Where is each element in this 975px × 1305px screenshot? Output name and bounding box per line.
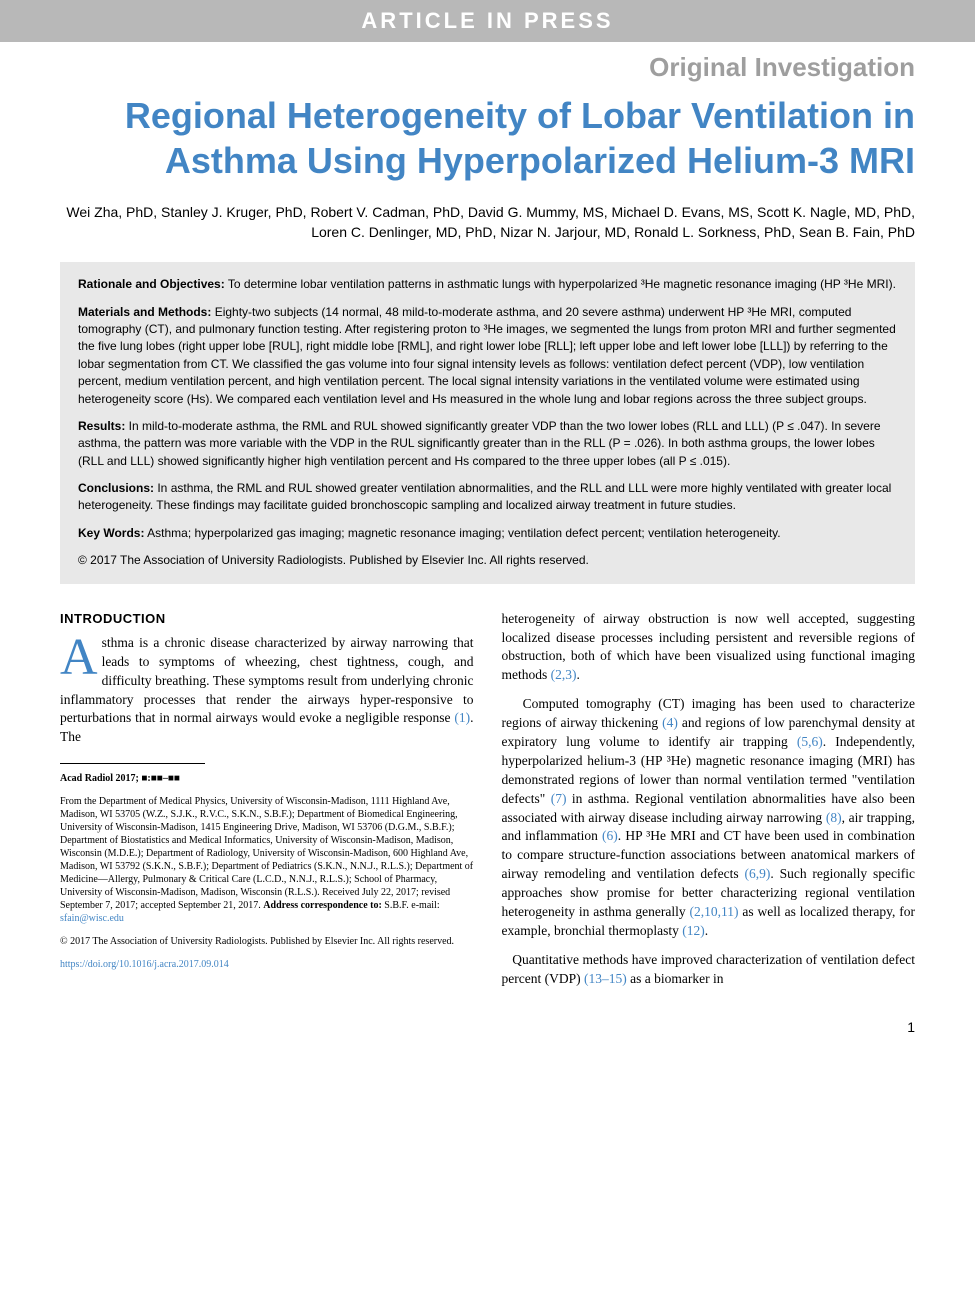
citation-link[interactable]: (7) (551, 791, 567, 806)
dropcap: A (60, 634, 102, 680)
abstract-text: Eighty-two subjects (14 normal, 48 mild-… (78, 305, 896, 406)
citation-link[interactable]: (6,9) (744, 866, 770, 881)
abstract-label: Results: (78, 419, 125, 433)
abstract-results: Results: In mild-to-moderate asthma, the… (78, 418, 897, 470)
section-label: Original Investigation (0, 46, 975, 93)
intro-paragraph-2: heterogeneity of airway obstruction is n… (502, 610, 916, 686)
abstract-text: In mild-to-moderate asthma, the RML and … (78, 419, 881, 468)
abstract-methods: Materials and Methods: Eighty-two subjec… (78, 304, 897, 408)
citation-link[interactable]: (4) (662, 715, 678, 730)
abstract-label: Rationale and Objectives: (78, 277, 225, 291)
abstract-text: Asthma; hyperpolarized gas imaging; magn… (144, 526, 780, 540)
abstract-label: Materials and Methods: (78, 305, 211, 319)
citation-link[interactable]: (1) (454, 710, 470, 725)
citation-link[interactable]: (12) (682, 923, 705, 938)
abstract-text: To determine lobar ventilation patterns … (225, 277, 896, 291)
citation-link[interactable]: (6) (602, 828, 618, 843)
correspondence-label: Address correspondence to: (263, 900, 382, 911)
citation-link[interactable]: (13–15) (584, 971, 627, 986)
intro-text: as a biomarker in (627, 971, 724, 986)
footnote-text: From the Department of Medical Physics, … (60, 796, 473, 911)
email-link[interactable]: sfain@wisc.edu (60, 913, 124, 924)
citation-link[interactable]: (2,10,11) (689, 904, 738, 919)
abstract-label: Conclusions: (78, 481, 154, 495)
author-list: Wei Zha, PhD, Stanley J. Kruger, PhD, Ro… (0, 203, 975, 262)
footnote-rule (60, 763, 205, 764)
footnote-block: Acad Radiol 2017; ■:■■–■■ From the Depar… (60, 772, 474, 971)
page-number: 1 (0, 999, 975, 1045)
abstract-text: In asthma, the RML and RUL showed greate… (78, 481, 891, 512)
intro-paragraph-1: Asthma is a chronic disease characterize… (60, 634, 474, 747)
article-title: Regional Heterogeneity of Lobar Ventilat… (0, 93, 975, 203)
abstract-keywords: Key Words: Asthma; hyperpolarized gas im… (78, 525, 897, 542)
intro-text: . (577, 667, 580, 682)
intro-text: sthma is a chronic disease characterized… (60, 635, 474, 726)
intro-text: . (705, 923, 708, 938)
right-column: heterogeneity of airway obstruction is n… (502, 610, 916, 999)
intro-paragraph-4: Quantitative methods have improved chara… (502, 951, 916, 989)
citation-link[interactable]: (5,6) (797, 734, 823, 749)
introduction-heading: INTRODUCTION (60, 610, 474, 628)
abstract-box: Rationale and Objectives: To determine l… (60, 262, 915, 583)
body-columns: INTRODUCTION Asthma is a chronic disease… (0, 610, 975, 999)
footnote-reference: Acad Radiol 2017; ■:■■–■■ (60, 772, 474, 785)
abstract-rationale: Rationale and Objectives: To determine l… (78, 276, 897, 293)
left-column: INTRODUCTION Asthma is a chronic disease… (60, 610, 474, 999)
abstract-copyright: © 2017 The Association of University Rad… (78, 552, 897, 569)
doi-link[interactable]: https://doi.org/10.1016/j.acra.2017.09.0… (60, 959, 229, 970)
abstract-conclusions: Conclusions: In asthma, the RML and RUL … (78, 480, 897, 515)
footnote-text: S.B.F. e-mail: (382, 900, 440, 911)
article-in-press-banner: ARTICLE IN PRESS (0, 0, 975, 42)
citation-link[interactable]: (2,3) (551, 667, 577, 682)
citation-link[interactable]: (8) (826, 810, 842, 825)
footnote-affiliations: From the Department of Medical Physics, … (60, 795, 474, 925)
abstract-label: Key Words: (78, 526, 144, 540)
footnote-copyright: © 2017 The Association of University Rad… (60, 935, 474, 948)
intro-paragraph-3: Computed tomography (CT) imaging has bee… (502, 695, 916, 941)
